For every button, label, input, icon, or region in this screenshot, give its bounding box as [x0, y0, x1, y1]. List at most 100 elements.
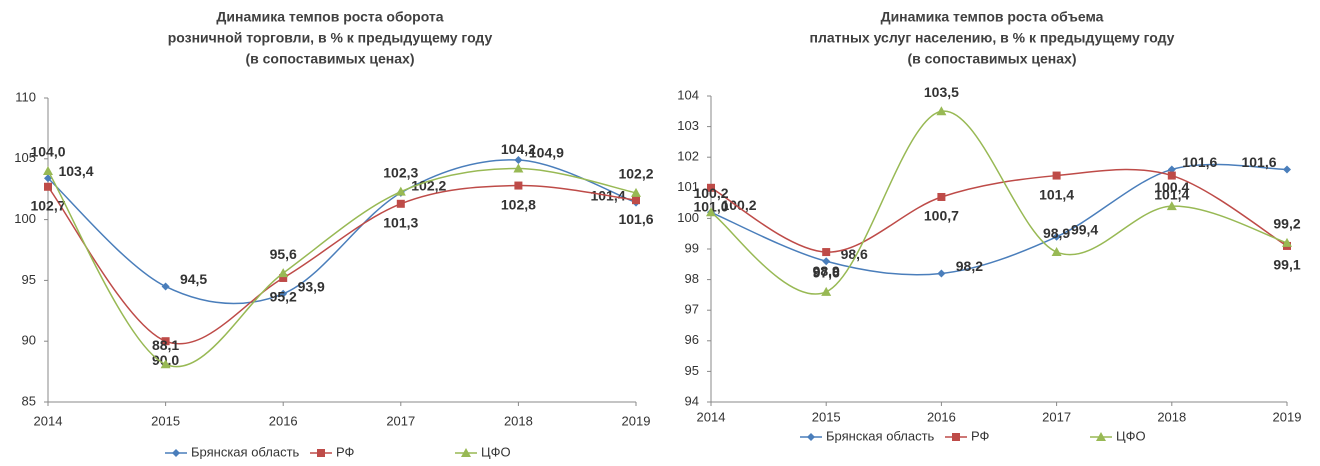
- marker: [317, 449, 325, 457]
- marker: [172, 449, 180, 457]
- data-label: 102,2: [618, 166, 653, 182]
- marker: [395, 186, 406, 196]
- legend-label: ЦФО: [1116, 428, 1146, 443]
- marker: [461, 448, 471, 457]
- series-line: [47, 167, 637, 368]
- x-tick-label: 2014: [697, 409, 726, 424]
- marker: [821, 286, 832, 296]
- marker: [396, 199, 405, 208]
- marker: [952, 433, 960, 441]
- legend-label: РФ: [971, 428, 990, 443]
- x-tick-label: 2019: [622, 413, 651, 428]
- data-label: 94,5: [180, 271, 207, 287]
- marker: [160, 359, 171, 369]
- y-tick-label: 102: [677, 149, 699, 164]
- marker: [822, 257, 831, 266]
- chart-title: Динамика темпов роста объема: [881, 9, 1104, 25]
- series-line: [710, 163, 1288, 276]
- data-label: 101,3: [383, 214, 418, 230]
- chart-title: платных услуг населению, в % к предыдуще…: [810, 30, 1175, 46]
- data-label: 99,2: [1273, 216, 1300, 232]
- marker: [937, 192, 946, 201]
- data-label: 103,5: [924, 84, 959, 100]
- data-label: 98,6: [841, 246, 868, 262]
- marker: [514, 156, 523, 165]
- x-tick-label: 2015: [151, 413, 180, 428]
- y-tick-label: 95: [685, 363, 699, 378]
- marker: [44, 182, 52, 191]
- marker: [1166, 201, 1177, 211]
- data-label: 98,2: [956, 258, 983, 274]
- data-label: 101,6: [618, 211, 653, 227]
- y-tick-label: 103: [677, 118, 699, 133]
- data-label: 102,2: [411, 178, 446, 194]
- data-label: 101,6: [1182, 154, 1217, 170]
- y-tick-label: 95: [22, 272, 36, 287]
- series-line: [710, 168, 1288, 253]
- marker: [706, 207, 716, 217]
- marker: [936, 106, 947, 116]
- x-tick-label: 2014: [34, 413, 63, 428]
- series-line: [47, 159, 637, 305]
- x-tick-label: 2016: [269, 413, 298, 428]
- legend-label: Брянская область: [191, 444, 300, 459]
- y-tick-label: 105: [14, 150, 36, 165]
- marker: [632, 196, 640, 205]
- x-tick-label: 2017: [1042, 409, 1071, 424]
- marker: [161, 337, 170, 346]
- marker: [1051, 247, 1062, 257]
- marker: [1283, 165, 1291, 174]
- marker: [707, 183, 715, 192]
- y-tick-label: 98: [685, 271, 699, 286]
- data-label: 103,4: [58, 163, 93, 179]
- y-tick-label: 85: [22, 393, 36, 408]
- legend-label: ЦФО: [481, 444, 511, 459]
- marker: [631, 187, 641, 197]
- x-tick-label: 2018: [504, 413, 533, 428]
- data-label: 95,6: [270, 246, 297, 262]
- marker: [1052, 232, 1061, 241]
- y-tick-label: 101: [677, 179, 699, 194]
- marker: [1167, 171, 1176, 180]
- x-tick-label: 2016: [927, 409, 956, 424]
- data-label: 100,2: [693, 185, 728, 201]
- series-line: [47, 184, 637, 345]
- data-label: 101,4: [1039, 186, 1074, 202]
- series-line: [710, 110, 1288, 295]
- data-label: 101,0: [693, 199, 728, 215]
- data-label: 93,9: [298, 278, 325, 294]
- y-tick-label: 94: [685, 393, 699, 408]
- data-label: 102,7: [30, 197, 65, 213]
- y-tick-label: 99: [685, 240, 699, 255]
- data-label: 101,4: [1154, 186, 1189, 202]
- marker: [279, 289, 288, 298]
- x-tick-label: 2019: [1273, 409, 1302, 424]
- data-label: 101,6: [1241, 154, 1276, 170]
- y-tick-label: 96: [685, 332, 699, 347]
- data-label: 99,4: [1071, 221, 1098, 237]
- y-tick-label: 110: [15, 89, 36, 104]
- marker: [1282, 237, 1292, 247]
- marker: [1096, 432, 1106, 441]
- marker: [513, 163, 524, 173]
- marker: [514, 181, 523, 190]
- chart-title: Динамика темпов роста оборота: [216, 9, 443, 25]
- y-tick-label: 90: [22, 333, 36, 348]
- data-label: 104,9: [529, 145, 564, 161]
- data-label: 98,9: [1043, 225, 1070, 241]
- data-label: 102,8: [501, 196, 536, 212]
- chart-title: розничной торговли, в % к предыдущему го…: [168, 30, 493, 46]
- data-label: 88,1: [152, 337, 179, 353]
- marker: [278, 268, 289, 278]
- marker: [161, 282, 170, 291]
- data-label: 102,3: [383, 164, 418, 180]
- data-label: 100,4: [1154, 179, 1189, 195]
- marker: [1167, 165, 1176, 174]
- marker: [1052, 171, 1061, 180]
- chart-title: (в сопоставимых ценах): [245, 51, 414, 67]
- marker: [807, 433, 815, 441]
- marker: [279, 273, 288, 282]
- x-tick-label: 2018: [1157, 409, 1186, 424]
- data-label: 104,0: [30, 144, 65, 160]
- x-tick-label: 2015: [812, 409, 841, 424]
